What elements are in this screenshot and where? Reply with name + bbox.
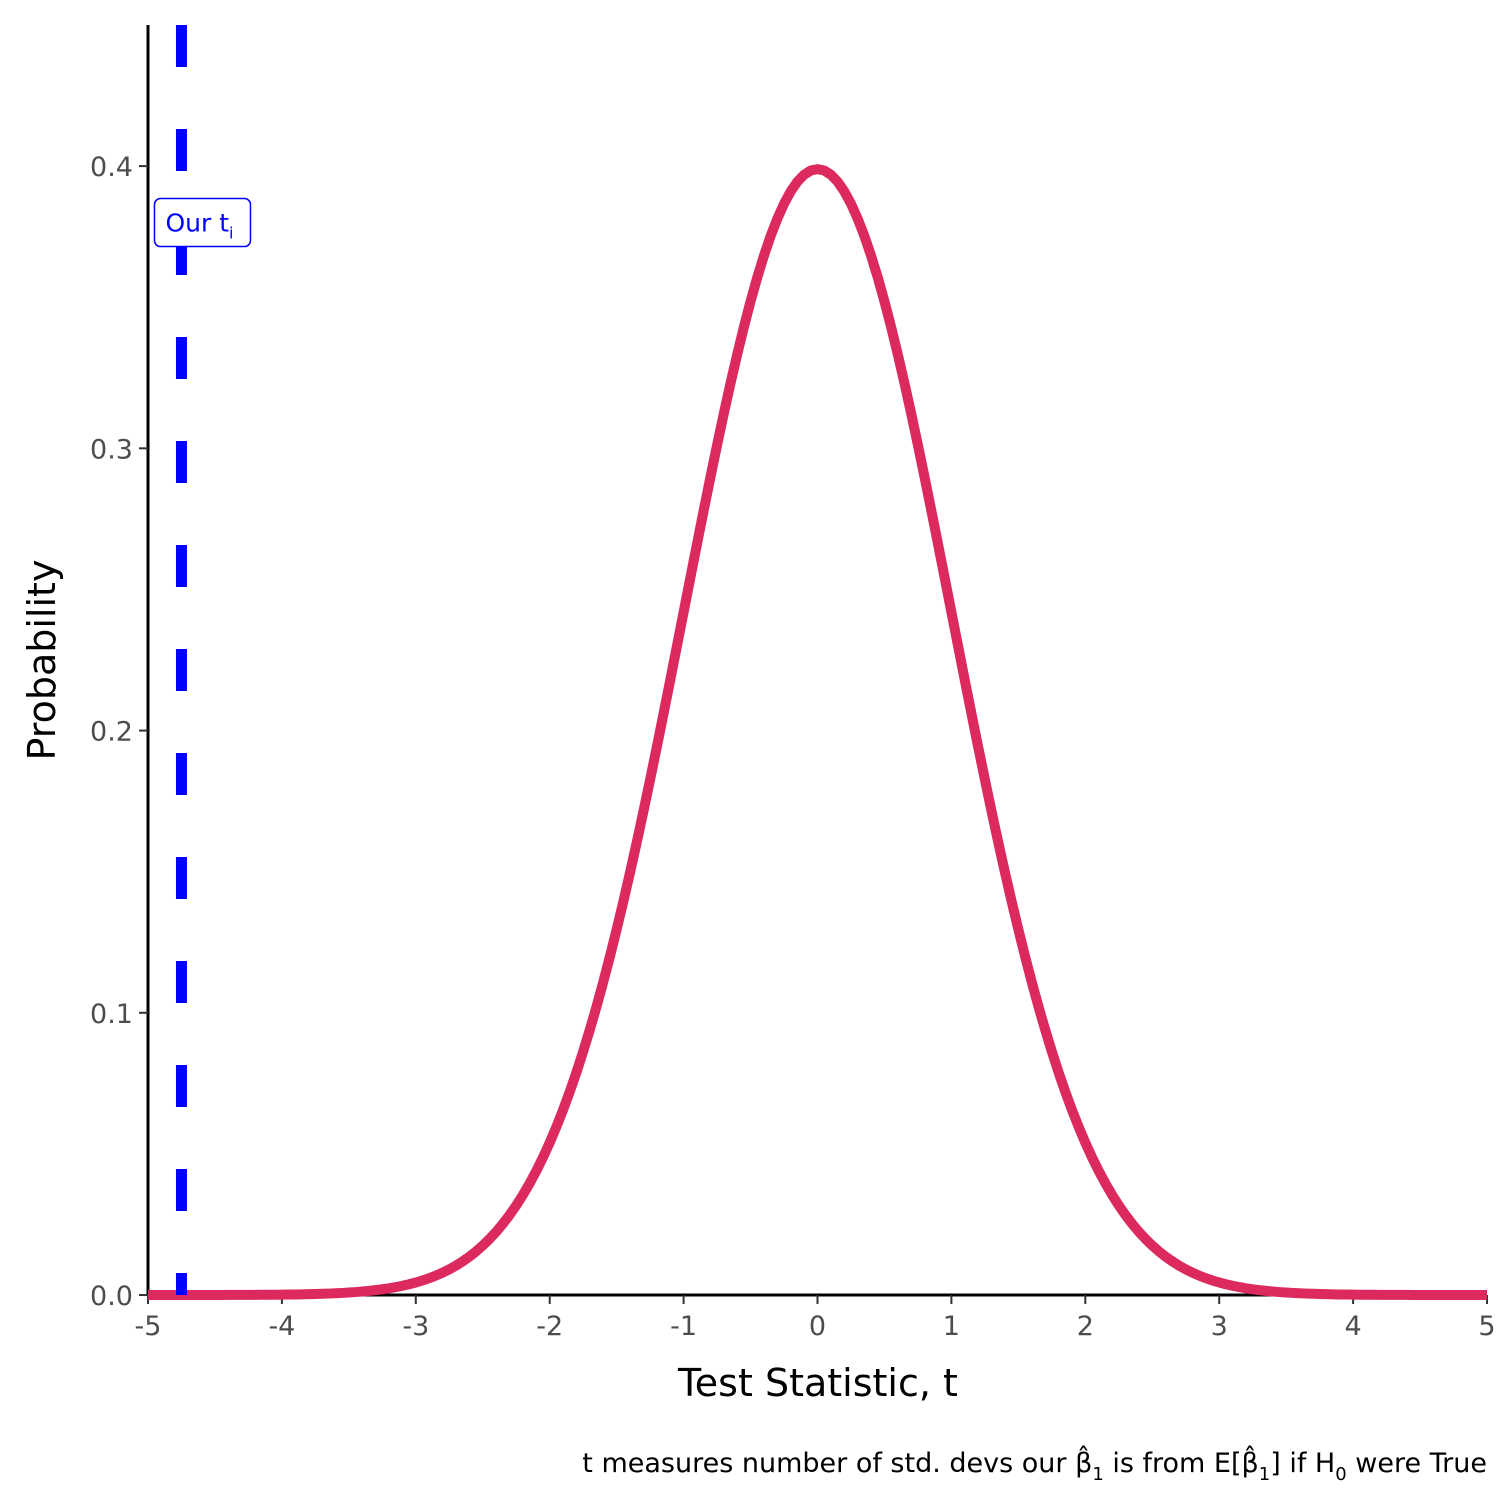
- y-tick-label: 0.3: [90, 434, 133, 465]
- x-tick-label: 3: [1211, 1311, 1228, 1342]
- x-tick-label: -1: [670, 1311, 697, 1342]
- x-tick-label: 1: [943, 1311, 960, 1342]
- caption: t measures number of std. devs our β̂1 i…: [582, 1445, 1487, 1485]
- density-curve: [147, 164, 1488, 1300]
- plot-area: Our ti: [147, 25, 1488, 1300]
- y-axis-title: Probability: [20, 560, 64, 761]
- y-tick-label: 0.4: [90, 152, 133, 183]
- x-tick-label: 5: [1478, 1311, 1495, 1342]
- x-tick-label: -4: [268, 1311, 295, 1342]
- label-box: [153, 197, 252, 248]
- x-tick-label: 2: [1077, 1311, 1094, 1342]
- y-tick-label: 0.0: [90, 1281, 133, 1312]
- axes: -5 -4 -3 -2 -1 0 1 2 3 4 5 0.0 0.1 0.2 0.3 0.4: [90, 25, 1496, 1342]
- x-tick-label: 0: [809, 1311, 826, 1342]
- label-text: Our ti: [165, 209, 233, 243]
- x-axis-title: Test Statistic, t: [677, 1361, 958, 1405]
- x-tick-label: -2: [536, 1311, 563, 1342]
- x-tick-label: -3: [402, 1311, 429, 1342]
- y-tick-label: 0.2: [90, 717, 133, 748]
- observed-t-label: Our ti: [153, 197, 252, 248]
- x-tick-label: 4: [1345, 1311, 1362, 1342]
- x-tick-label: -5: [135, 1311, 162, 1342]
- y-tick-label: 0.1: [90, 999, 133, 1030]
